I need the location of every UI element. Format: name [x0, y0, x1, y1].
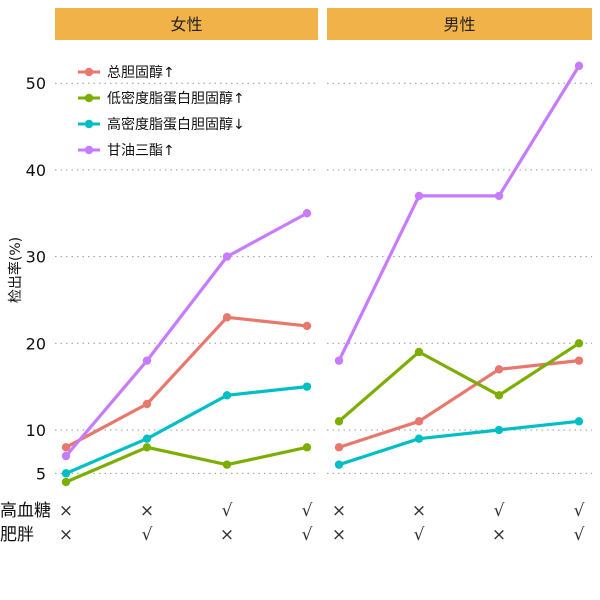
data-point	[222, 460, 232, 469]
series-line-2-2	[337, 341, 580, 423]
data-point	[334, 443, 344, 452]
condition-mark: ×	[492, 525, 506, 545]
y-tick-label: 5	[36, 464, 46, 483]
legend: 总胆固醇↑ 低密度脂蛋白胆固醇↑ 高密度脂蛋白胆固醇↓ 甘油三酯↑	[78, 64, 245, 159]
data-point	[222, 391, 232, 400]
y-tick-label: 40	[26, 161, 46, 180]
data-point	[61, 477, 71, 487]
legend-swatch-point	[84, 93, 94, 103]
data-point	[334, 417, 344, 426]
series-line-4-2	[337, 65, 581, 362]
condition-mark: √	[574, 525, 585, 545]
data-point	[142, 443, 152, 452]
series-line-3-1	[65, 385, 308, 475]
data-point	[494, 425, 504, 435]
series-line-3-2	[338, 419, 580, 467]
data-point	[302, 443, 312, 452]
facet-label-2: 男性	[443, 15, 475, 34]
data-point	[61, 469, 71, 478]
data-point	[494, 191, 504, 201]
condition-mark: √	[302, 525, 313, 545]
series-lines	[61, 61, 584, 487]
y-axis: 5 10 20 30 40 50	[26, 74, 46, 483]
data-point	[302, 321, 312, 331]
data-point	[414, 434, 424, 443]
data-point	[302, 382, 312, 391]
condition-mark: ×	[140, 501, 154, 521]
data-point	[142, 399, 152, 409]
y-axis-title: 检出率(%)	[7, 237, 24, 303]
data-point	[414, 347, 424, 357]
legend-swatch-point	[84, 119, 94, 129]
data-point	[142, 434, 152, 443]
data-point	[414, 417, 424, 426]
data-point	[61, 443, 71, 452]
series-line-1-2	[338, 359, 580, 449]
condition-row-label-2: 肥胖	[0, 525, 34, 545]
data-point	[334, 460, 344, 469]
facet-label-1: 女性	[170, 15, 202, 34]
legend-label-4: 甘油三酯↑	[107, 143, 175, 159]
condition-mark: ×	[332, 525, 346, 545]
data-point	[334, 356, 344, 365]
condition-mark: √	[494, 501, 505, 521]
facet-strip-2	[327, 8, 592, 40]
data-point	[61, 451, 71, 461]
y-tick-label: 20	[26, 334, 46, 353]
data-point	[574, 339, 584, 348]
series-line-4-1	[64, 211, 308, 458]
condition-row-label-1: 高血糖	[0, 501, 51, 521]
condition-mark: ×	[332, 501, 346, 521]
condition-mark: ×	[59, 525, 73, 545]
condition-mark: √	[574, 501, 585, 521]
facet-panels: 女性 男性	[55, 8, 592, 40]
legend-swatch-point	[84, 67, 94, 77]
data-point	[302, 209, 312, 218]
condition-mark: √	[222, 501, 233, 521]
data-point	[574, 417, 584, 426]
data-point	[142, 356, 152, 365]
condition-table: 高血糖 × × √ √ × × √ √ 肥胖 × √ × √ × √ × √	[0, 501, 585, 545]
data-point	[574, 61, 584, 71]
condition-mark: ×	[412, 501, 426, 521]
legend-swatch-point	[84, 145, 94, 155]
legend-label-1: 总胆固醇↑	[107, 64, 175, 81]
condition-mark: √	[414, 525, 425, 545]
data-point	[574, 356, 584, 365]
condition-mark: ×	[220, 525, 234, 545]
legend-label-2: 低密度脂蛋白胆固醇↑	[107, 90, 245, 107]
legend-label-3: 高密度脂蛋白胆固醇↓	[107, 116, 245, 133]
y-tick-label: 50	[26, 74, 46, 93]
data-point	[494, 365, 504, 374]
facet-strip-1	[55, 8, 318, 40]
data-point	[414, 191, 424, 201]
data-point	[222, 252, 232, 261]
data-point	[222, 313, 232, 322]
condition-mark: √	[142, 525, 153, 545]
grid-lines	[55, 82, 592, 474]
y-tick-label: 30	[26, 248, 46, 267]
data-point	[494, 391, 504, 400]
condition-mark: ×	[59, 501, 73, 521]
y-tick-label: 10	[26, 421, 46, 440]
series-line-1-1	[65, 315, 308, 449]
condition-mark: √	[302, 501, 313, 521]
series-line-2-1	[65, 445, 308, 484]
